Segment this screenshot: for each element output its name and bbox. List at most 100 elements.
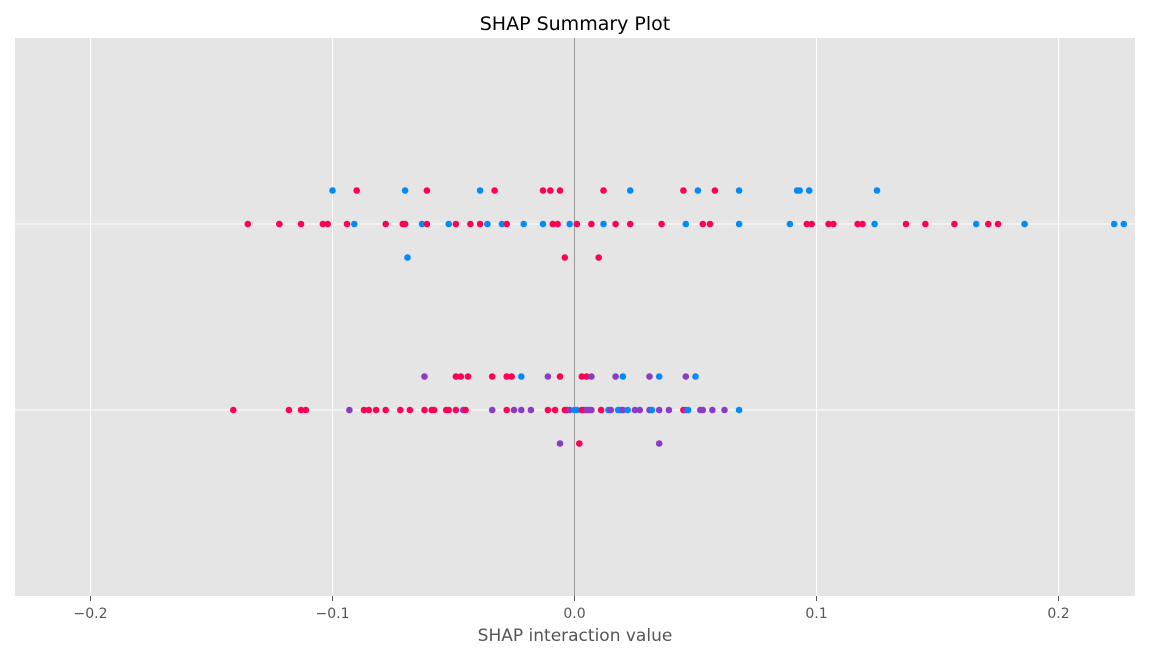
- data-point: [421, 373, 428, 380]
- data-point: [445, 406, 453, 414]
- data-point: [547, 187, 554, 194]
- data-point: [600, 187, 607, 194]
- x-tick-label: 0.1: [805, 606, 827, 622]
- data-point: [503, 406, 511, 414]
- data-point: [655, 373, 663, 380]
- data-point: [285, 406, 293, 414]
- data-point: [709, 406, 716, 414]
- data-point: [421, 406, 428, 414]
- data-point: [527, 406, 535, 414]
- data-point: [646, 373, 653, 380]
- data-point: [556, 187, 564, 194]
- data-point: [735, 220, 743, 228]
- data-point: [360, 406, 368, 414]
- data-point: [665, 406, 673, 414]
- data-point: [597, 406, 605, 414]
- data-point: [699, 406, 707, 414]
- data-point: [230, 406, 237, 414]
- data-point: [346, 406, 353, 414]
- data-point: [343, 220, 351, 228]
- data-point: [595, 254, 602, 261]
- data-point: [684, 406, 692, 414]
- data-point: [406, 406, 414, 414]
- data-point: [735, 406, 743, 414]
- data-point: [619, 406, 627, 414]
- data-point: [297, 406, 305, 414]
- data-point: [467, 220, 474, 228]
- data-point: [462, 406, 469, 414]
- data-point: [830, 220, 837, 228]
- data-point: [319, 220, 327, 228]
- data-point: [488, 373, 496, 380]
- x-tick-label: −0.2: [74, 606, 108, 622]
- data-point: [401, 187, 409, 194]
- data-point: [503, 373, 511, 380]
- data-point: [452, 406, 460, 414]
- data-point: [808, 220, 815, 228]
- data-point: [404, 254, 411, 261]
- data-point: [680, 187, 687, 194]
- data-point: [573, 220, 581, 228]
- data-point: [805, 187, 813, 194]
- data-point: [626, 187, 634, 194]
- data-point: [491, 187, 498, 194]
- data-point: [588, 373, 595, 380]
- data-point: [711, 187, 719, 194]
- data-point: [445, 220, 453, 228]
- data-point: [508, 373, 515, 380]
- data-point: [786, 220, 794, 228]
- data-point: [619, 373, 627, 380]
- data-point: [464, 373, 472, 380]
- data-point: [566, 220, 573, 228]
- data-point: [588, 220, 595, 228]
- data-point: [297, 220, 305, 228]
- x-tick-label: 0.0: [563, 606, 585, 622]
- data-point: [636, 406, 644, 414]
- x-tick-label: −0.1: [316, 606, 350, 622]
- data-point: [682, 373, 690, 380]
- data-point: [423, 187, 431, 194]
- data-point: [365, 406, 373, 414]
- data-point: [401, 220, 409, 228]
- data-point: [476, 220, 484, 228]
- data-point: [972, 220, 980, 228]
- data-point: [871, 220, 878, 228]
- data-point: [544, 406, 552, 414]
- data-point: [607, 406, 615, 414]
- data-point: [902, 220, 910, 228]
- data-point: [854, 220, 861, 228]
- data-point: [351, 220, 358, 228]
- data-point: [706, 220, 714, 228]
- data-point: [682, 220, 690, 228]
- data-point: [1110, 220, 1118, 228]
- data-point: [626, 220, 634, 228]
- data-point: [658, 220, 665, 228]
- data-point: [873, 187, 881, 194]
- data-point: [244, 220, 252, 228]
- data-point: [796, 187, 803, 194]
- data-point: [922, 220, 929, 228]
- data-point: [430, 406, 438, 414]
- data-point: [859, 220, 866, 228]
- x-axis-ticks: −0.2 −0.1 0.0 0.1 0.2: [74, 596, 1070, 622]
- data-point: [692, 373, 699, 380]
- data-point: [556, 440, 564, 447]
- data-point: [302, 406, 310, 414]
- chart-title: SHAP Summary Plot: [480, 13, 671, 35]
- data-point: [699, 220, 707, 228]
- data-point: [578, 373, 586, 380]
- data-points: [230, 187, 1128, 447]
- data-point: [566, 406, 573, 414]
- data-point: [503, 220, 511, 228]
- data-point: [484, 220, 491, 228]
- data-point: [353, 187, 361, 194]
- data-point: [600, 220, 607, 228]
- data-point: [612, 220, 619, 228]
- data-point: [382, 406, 390, 414]
- data-point: [951, 220, 958, 228]
- data-point: [694, 187, 702, 194]
- data-point: [324, 220, 332, 228]
- data-point: [576, 440, 583, 447]
- data-point: [397, 406, 404, 414]
